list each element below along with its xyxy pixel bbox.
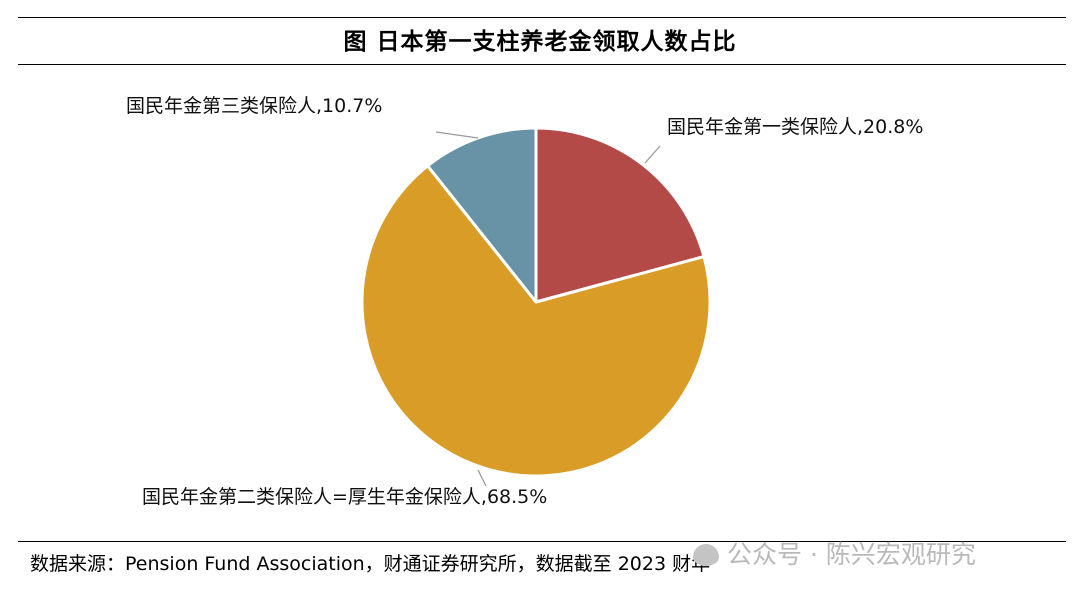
leader-line-1 xyxy=(644,145,661,164)
source-note: 数据来源：Pension Fund Association，财通证券研究所，数据… xyxy=(30,553,711,575)
wechat-icon xyxy=(693,544,719,566)
leader-line-3 xyxy=(435,131,479,139)
slice-label-1: 国民年金第一类保险人,20.8% xyxy=(667,116,923,138)
slice-label-2: 国民年金第二类保险人=厚生年金保险人,68.5% xyxy=(142,486,547,508)
slice-label-3: 国民年金第三类保险人,10.7% xyxy=(126,95,382,117)
pie-chart: 国民年金第一类保险人,20.8% 国民年金第二类保险人=厚生年金保险人,68.5%… xyxy=(126,95,923,508)
watermark-text: 公众号 · 陈兴宏观研究 xyxy=(727,540,976,569)
chart-title: 图 日本第一支柱养老金领取人数占比 xyxy=(343,29,737,55)
watermark: 公众号 · 陈兴宏观研究 xyxy=(693,535,976,571)
title-rule xyxy=(18,64,1066,65)
leader-line-2 xyxy=(477,469,487,487)
top-rule xyxy=(18,17,1066,18)
pie-slice-3 xyxy=(426,126,538,304)
bottom-rule xyxy=(18,541,1066,542)
pie-slice-1 xyxy=(534,126,706,304)
pie-slice-2 xyxy=(360,164,712,478)
